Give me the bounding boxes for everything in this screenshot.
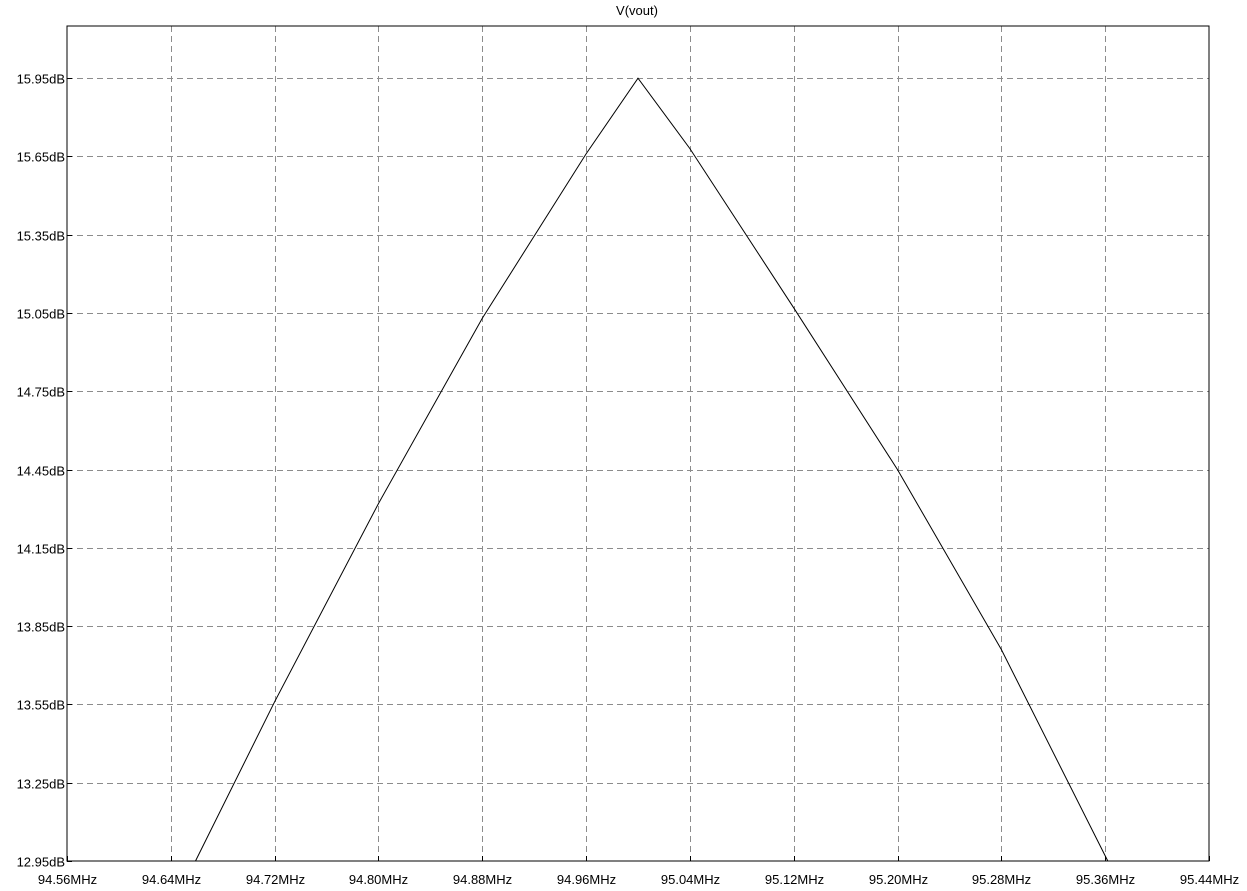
x-tick-label: 95.04MHz	[661, 872, 720, 887]
series-line	[195, 77, 1109, 862]
y-tick-label: 15.95dB	[17, 72, 65, 87]
y-tick-label: 14.75dB	[17, 385, 65, 400]
y-tick-label: 13.85dB	[17, 620, 65, 635]
y-tick-label: 12.95dB	[17, 855, 65, 870]
x-tick-label: 94.96MHz	[557, 872, 616, 887]
y-tick-label: 15.05dB	[17, 307, 65, 322]
x-tick-label: 94.88MHz	[453, 872, 512, 887]
grid-lines	[67, 26, 1209, 861]
x-tick-label: 94.80MHz	[349, 872, 408, 887]
x-tick-label: 95.28MHz	[972, 872, 1031, 887]
y-tick-label: 13.25dB	[17, 777, 65, 792]
y-tick-label: 14.15dB	[17, 542, 65, 557]
x-tick-label: 94.56MHz	[38, 872, 97, 887]
y-tick-label: 14.45dB	[17, 464, 65, 479]
series-group	[195, 77, 1109, 862]
axis-ticks	[67, 78, 1210, 862]
plot-frame	[66, 25, 1210, 862]
y-axis-labels: 12.95dB 13.25dB 13.55dB 13.85dB 14.15dB 14.45…	[17, 72, 65, 870]
y-tick-label: 15.65dB	[17, 150, 65, 165]
x-tick-label: 94.72MHz	[246, 872, 305, 887]
x-tick-label: 95.36MHz	[1076, 872, 1135, 887]
x-tick-label: 95.12MHz	[765, 872, 824, 887]
x-axis-labels: 94.56MHz 94.64MHz 94.72MHz 94.80MHz 94.88MHz…	[38, 872, 1239, 887]
chart-title: V(vout)	[616, 3, 658, 18]
y-tick-label: 13.55dB	[17, 698, 65, 713]
x-tick-label: 95.20MHz	[869, 872, 928, 887]
y-tick-label: 15.35dB	[17, 229, 65, 244]
x-tick-label: 94.64MHz	[142, 872, 201, 887]
x-tick-label: 95.44MHz	[1180, 872, 1239, 887]
